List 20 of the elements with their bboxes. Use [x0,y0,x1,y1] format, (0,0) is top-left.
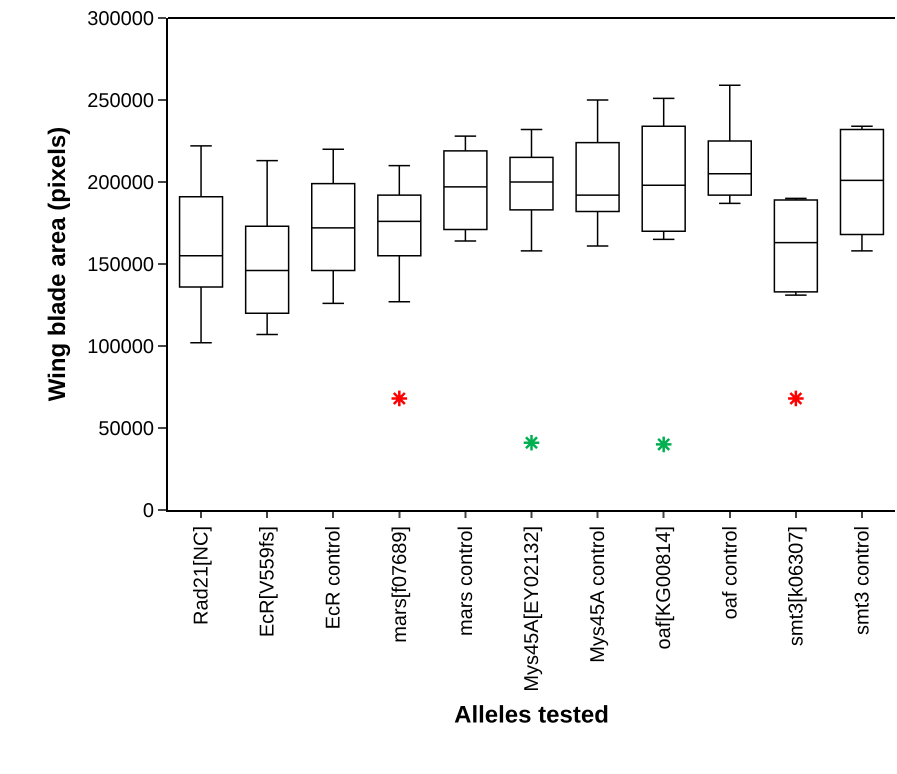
x-tick-label: EcR[V559fs] [256,526,279,638]
x-tick-label: smt3 control [851,526,874,635]
y-axis-title: Wing blade area (pixels) [44,126,71,402]
x-tick-label: smt3[k06307] [785,526,808,646]
x-tick-label: Mys45A control [587,526,610,663]
x-tick-label: Mys45A[EY02132] [521,526,543,692]
x-tick-label: mars control [454,526,477,636]
x-tick-label: mars[f07689] [388,526,411,643]
y-tick-label: 300000 [87,8,154,30]
y-tick-label: 100000 [87,336,154,358]
y-tick-label: 50000 [98,418,154,440]
x-tick-label: oaf control [719,526,742,620]
y-tick-label: 200000 [87,172,154,194]
x-tick-label: Rad21[NC] [190,526,213,625]
y-tick-label: 150000 [87,254,154,276]
x-tick-label: EcR control [322,526,345,630]
y-tick-label: 250000 [87,90,154,112]
x-tick-label: oaf[KG00814] [653,526,676,650]
y-tick-label: 0 [142,500,154,522]
x-axis-title: Alleles tested [454,701,609,728]
